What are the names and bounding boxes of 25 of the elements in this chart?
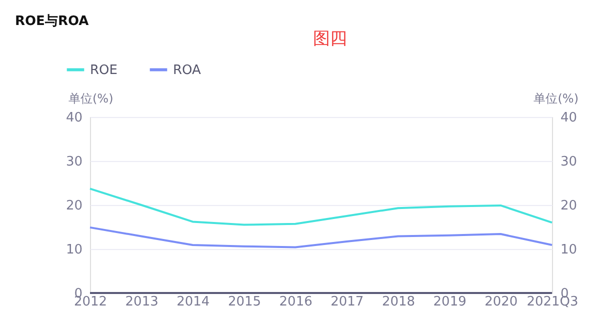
- y2-axis-title: 单位(%): [534, 92, 578, 106]
- y-tick-label: 10: [66, 242, 82, 258]
- x-tick-label: 2012: [74, 294, 108, 310]
- y2-tick-label: 20: [560, 198, 578, 214]
- x-tick-label: 2017: [330, 294, 364, 310]
- line-series: [89, 188, 553, 226]
- x-tick-label: 2020: [484, 294, 518, 310]
- x-tick-label: 2014: [176, 294, 210, 310]
- legend-label: ROA: [173, 62, 202, 78]
- line-series: [89, 226, 553, 248]
- y2-tick-label: 30: [560, 154, 578, 170]
- x-tick-label: 2016: [279, 294, 312, 310]
- x-tick-label: 2018: [382, 294, 416, 310]
- y-axis-title: 单位(%): [68, 92, 114, 106]
- y2-tick-label: 40: [560, 110, 578, 126]
- y-tick-label: 30: [66, 154, 82, 170]
- x-tick-label: 2019: [433, 294, 466, 310]
- y-tick-label: 20: [66, 198, 82, 214]
- legend-label: ROE: [90, 62, 118, 78]
- y-tick-label: 40: [66, 110, 82, 126]
- x-tick-label: 2015: [228, 294, 262, 310]
- y2-tick-label: 10: [560, 242, 578, 258]
- chart-title: ROE与ROA: [15, 14, 89, 29]
- x-tick-label: 2013: [125, 294, 158, 310]
- text: 图四: [313, 29, 347, 49]
